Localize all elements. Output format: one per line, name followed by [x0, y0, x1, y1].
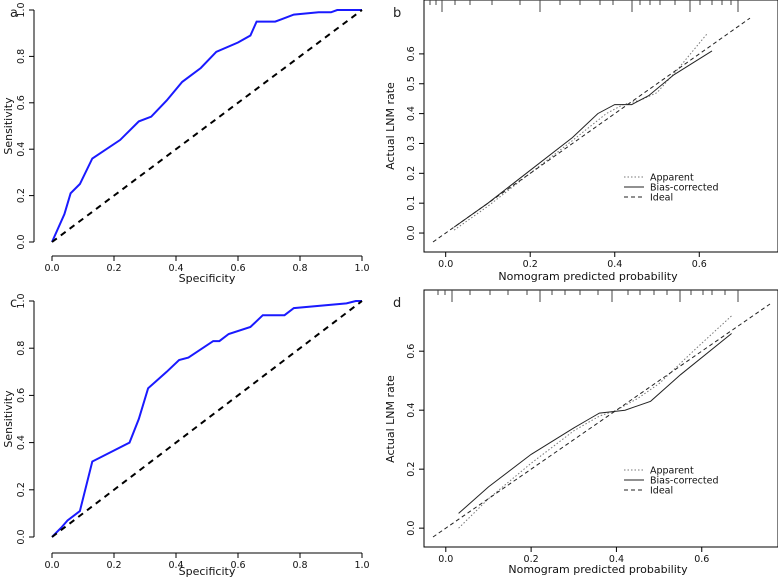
y-tick-label: 0.0: [16, 234, 27, 249]
legend-label: Ideal: [650, 486, 673, 497]
series-line-roc: [51, 9, 362, 243]
y-tick-label: 0.6: [406, 344, 417, 359]
y-tick-label: 0.4: [16, 435, 27, 450]
x-tick-label: 0.4: [607, 259, 622, 270]
x-axis-title: Nomogram predicted probability: [508, 563, 688, 576]
y-tick-label: 0.2: [406, 166, 417, 181]
y-tick-label: 1.0: [16, 2, 27, 17]
x-tick-label: 0.8: [292, 560, 307, 571]
y-tick-label: 0.4: [406, 106, 417, 121]
x-tick-label: 1.0: [354, 560, 369, 571]
x-tick-label: 1.0: [354, 263, 369, 274]
x-axis-title: Specificity: [179, 272, 236, 285]
legend-label: Ideal: [650, 193, 673, 204]
panel-c: c 0.0 0.2 0.4 0.6 0.8 1.0 0.0 0.2 0.4 0.6 0.8 1.0 Spe…: [2, 293, 370, 578]
panel-a: a 0.0 0.2 0.4 0.6 0.8 1.0 0.0 0.2 0.4 0.6 0.8 1.0 Spe…: [2, 2, 370, 285]
legend-label: Bias-corrected: [650, 476, 719, 487]
panel-label-b: b: [393, 6, 401, 21]
x-tick-label: 0.6: [230, 560, 245, 571]
plot-frame: [423, 289, 778, 548]
series-line-reference: [51, 9, 363, 243]
y-axis-title: Actual LNM rate: [384, 82, 397, 170]
series-line-apparent: [458, 315, 732, 529]
x-tick-label: 0.6: [692, 259, 707, 270]
x-axis-title: Specificity: [179, 565, 236, 578]
x-tick-label: 0.2: [106, 560, 121, 571]
y-tick-label: 0.0: [406, 521, 417, 536]
y-tick-label: 0.6: [16, 388, 27, 403]
legend-label: Apparent: [650, 466, 694, 477]
y-tick-label: 0.8: [16, 341, 27, 356]
panel-d: d 0.0 0.2 0.4 0.6 0.0 0.2 0.4 0.6 Nomogram predic…: [384, 289, 778, 576]
series-line-ideal: [432, 303, 771, 538]
x-tick-label: 0.2: [524, 554, 539, 565]
y-tick-label: 0.2: [16, 188, 27, 203]
y-tick-label: 0.0: [406, 225, 417, 240]
y-tick-label: 0.6: [406, 46, 417, 61]
x-tick-label: 0.0: [438, 554, 453, 565]
series-line-apparent: [453, 32, 709, 231]
y-tick-label: 0.3: [406, 136, 417, 151]
y-axis-title: Actual LNM rate: [384, 375, 397, 463]
y-tick-label: 1.0: [16, 293, 27, 308]
plot-frame: [423, 0, 778, 253]
series-line-roc: [51, 300, 362, 538]
y-tick-label: 0.0: [16, 529, 27, 544]
x-tick-label: 0.2: [523, 259, 538, 270]
y-tick-label: 0.2: [406, 462, 417, 477]
x-tick-label: 0.0: [44, 263, 59, 274]
x-tick-label: 0.8: [292, 263, 307, 274]
panel-label-c: c: [10, 296, 17, 311]
x-axis-title: Nomogram predicted probability: [498, 270, 678, 283]
panel-label-a: a: [10, 6, 18, 21]
series-line-bias-corrected: [458, 333, 732, 514]
y-tick-label: 0.6: [16, 95, 27, 110]
legend-label: Bias-corrected: [650, 183, 719, 194]
y-axis-title: Sensitivity: [2, 97, 15, 155]
x-tick-label: 0.6: [694, 554, 709, 565]
y-tick-label: 0.8: [16, 49, 27, 64]
y-axis-title: Sensitivity: [2, 390, 15, 448]
x-tick-label: 0.6: [230, 263, 245, 274]
panel-b: b 0.0 0.2 0.4 0.6 0.0 0.1 0.2 0.3 0.4 0.5 0.6 Nomogr…: [384, 0, 778, 283]
y-tick-label: 0.2: [16, 482, 27, 497]
y-tick-label: 0.5: [406, 76, 417, 91]
y-tick-label: 0.1: [406, 196, 417, 211]
legend-label: Apparent: [650, 173, 694, 184]
x-tick-label: 0.4: [168, 263, 183, 274]
x-tick-label: 0.0: [44, 560, 59, 571]
x-tick-label: 0.4: [609, 554, 624, 565]
x-tick-label: 0.0: [438, 259, 453, 270]
y-tick-label: 0.4: [16, 142, 27, 157]
y-tick-label: 0.4: [406, 403, 417, 418]
series-line-bias-corrected: [453, 50, 713, 228]
x-tick-label: 0.4: [168, 560, 183, 571]
series-line-reference: [51, 300, 363, 538]
panel-label-d: d: [393, 296, 401, 311]
series-line-ideal: [432, 17, 751, 243]
x-tick-label: 0.2: [106, 263, 121, 274]
